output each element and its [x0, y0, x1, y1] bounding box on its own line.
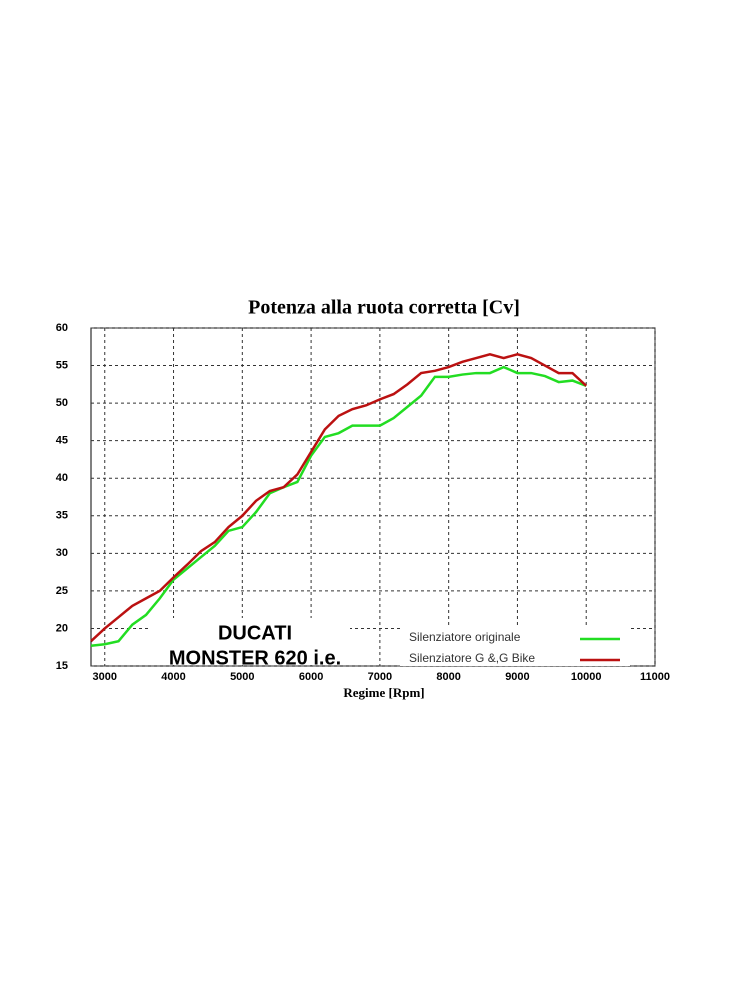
data-line [90, 352, 588, 643]
y-tick-label: 15 [56, 660, 68, 672]
x-tick-label: 9000 [505, 671, 529, 683]
y-tick-label: 40 [56, 472, 68, 484]
y-tick-label: 30 [56, 547, 68, 559]
data-line [90, 365, 587, 647]
x-tick-label: 6000 [299, 671, 323, 683]
annotation-box [150, 618, 350, 665]
x-axis-label: Regime [Rpm] [343, 685, 424, 700]
x-tick-label: 4000 [161, 671, 185, 683]
y-tick-label: 55 [56, 359, 68, 371]
legend-label: Silenziatore G &,G Bike [409, 651, 535, 665]
x-tick-label: 8000 [436, 671, 460, 683]
y-tick-label: 35 [56, 510, 68, 522]
x-tick-label: 3000 [93, 671, 117, 683]
y-tick-label: 50 [56, 397, 68, 409]
plot-border [90, 327, 656, 667]
y-tick-label: 25 [56, 585, 68, 597]
annotation: MONSTER 620 i.e. [169, 647, 341, 669]
chart-title: Potenza alla ruota corretta [Cv] [248, 297, 520, 319]
x-tick-label: 11000 [640, 671, 670, 683]
x-tick-label: 7000 [368, 671, 392, 683]
legend-label: Silenziatore originale [409, 630, 521, 644]
y-tick-label: 20 [56, 622, 68, 634]
annotation: DUCATI [218, 622, 292, 644]
y-tick-label: 60 [56, 322, 68, 334]
x-tick-label: 10000 [571, 671, 602, 683]
y-tick-label: 45 [56, 435, 68, 447]
x-tick-label: 5000 [230, 671, 254, 683]
